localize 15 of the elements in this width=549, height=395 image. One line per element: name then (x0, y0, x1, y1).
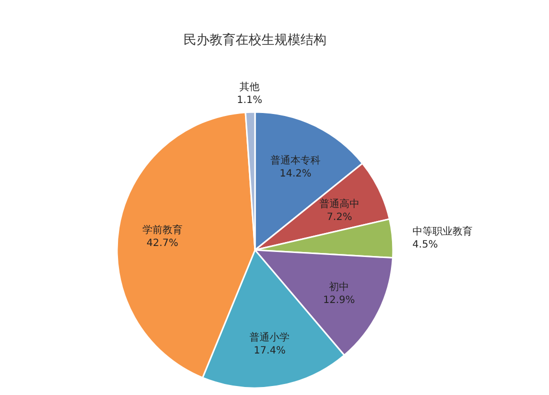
slice-label: 初中 (329, 280, 350, 293)
data-label: 1.1% (236, 95, 262, 106)
data-label: 42.7% (146, 238, 178, 250)
slice-label: 普通小学 (250, 332, 290, 344)
data-label: 7.2% (326, 212, 352, 223)
slice-label: 其他 (240, 81, 260, 94)
slice-label: 学前教育 (142, 224, 182, 236)
chart-title: 民办教育在校生规模结构 (184, 32, 326, 48)
slice-label: 中等职业教育 (412, 226, 472, 238)
data-label: 4.5% (412, 240, 438, 251)
slice-label: 普通本专科 (270, 154, 320, 166)
data-label: 14.2% (280, 168, 312, 180)
data-label: 12.9% (323, 294, 355, 306)
data-label: 17.4% (254, 346, 286, 357)
slice-label: 普通高中 (319, 198, 360, 210)
